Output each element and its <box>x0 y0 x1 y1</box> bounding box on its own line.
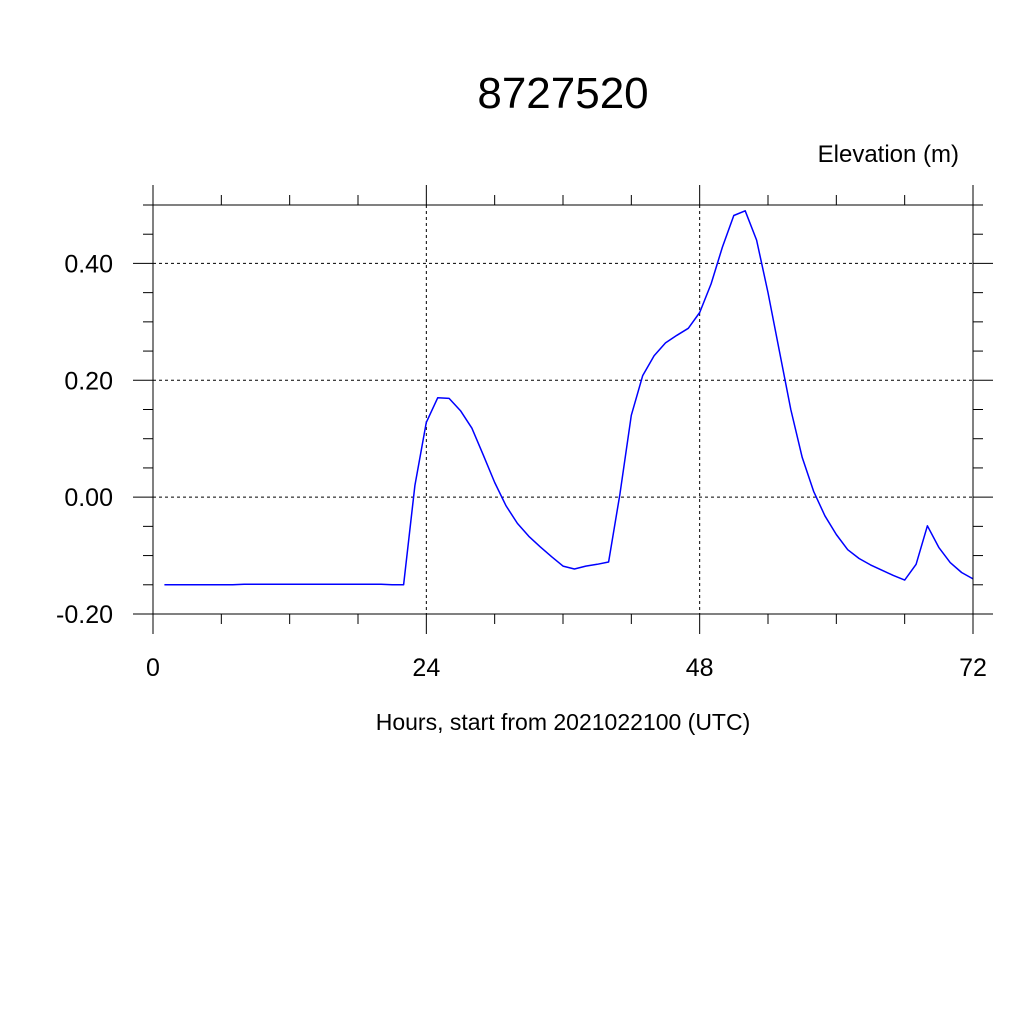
tick-labels: 0 24 48 72 -0.20 0.00 0.20 0.40 <box>56 250 987 682</box>
axis-ticks <box>133 185 993 634</box>
y-tick-label: 0.40 <box>64 250 113 278</box>
x-tick-label: 24 <box>412 654 440 682</box>
y-axis-label: Elevation (m) <box>818 141 959 168</box>
chart-title: 8727520 <box>477 69 648 118</box>
x-axis-label: Hours, start from 2021022100 (UTC) <box>376 709 751 735</box>
x-tick-label: 0 <box>146 654 160 682</box>
x-tick-label: 48 <box>686 654 714 682</box>
y-tick-label: -0.20 <box>56 601 113 629</box>
y-tick-label: 0.00 <box>64 484 113 512</box>
series-line <box>164 210 974 586</box>
plot-frame <box>152 204 974 615</box>
x-tick-label: 72 <box>959 654 987 682</box>
series-layer <box>164 210 974 586</box>
y-tick-label: 0.20 <box>64 367 113 395</box>
grid <box>153 205 973 615</box>
